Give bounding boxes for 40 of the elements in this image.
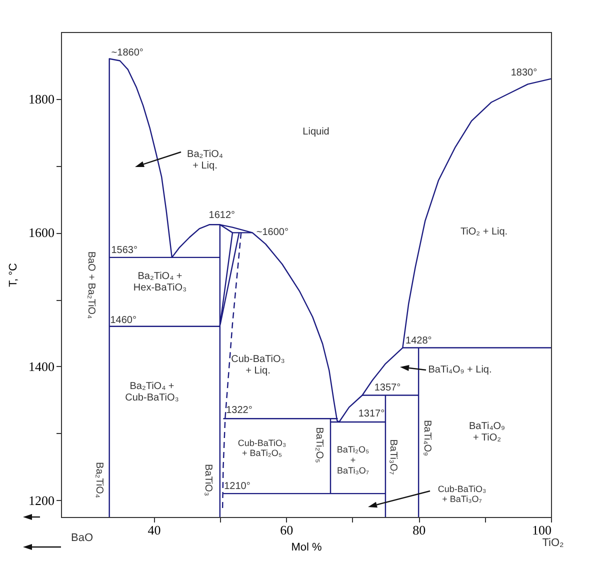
x-tick-label: 40 (148, 522, 161, 538)
annotation: BaTi₄O₉ (422, 420, 432, 456)
annotation: BaO + Ba₂TiO₄ (86, 251, 96, 319)
annotation: Cub-BaTiO₃ + BaTi₂O₅ (238, 438, 286, 458)
y-tick-label: 1800 (28, 91, 54, 106)
text: BaO (70, 532, 94, 544)
annotation: TiO₂ + Liq. (460, 226, 508, 238)
annotation: 1322° (226, 405, 252, 416)
annotation: 1428° (406, 335, 432, 346)
annotation: BaTiO₃ (202, 464, 214, 496)
annotation: ~1600° (256, 227, 288, 238)
x-tick-label: 60 (280, 522, 294, 538)
annotation: Ba₂TiO₄ + Liq. (187, 148, 223, 172)
y-tick-label: 1200 (28, 492, 54, 508)
annotation: 1830° (510, 67, 538, 78)
annotation: Cub-BaTiO₃ + Liq. (231, 354, 285, 376)
annotation: BaTi₂O₅ + BaTi₃O₇ (336, 444, 370, 476)
annotation: 1460° (110, 314, 136, 326)
x-tick-label: 80 (412, 522, 426, 538)
annotation: Cub-BaTiO₃ + BaTi₃O₇ (438, 484, 486, 504)
annotation: 1563° (111, 244, 138, 256)
annotation: Ba₂TiO₄ + Cub-BaTiO₃ (125, 380, 179, 404)
y-axis-title: T, °C (8, 262, 20, 287)
y-tick-label: 1400 (28, 358, 54, 374)
annotation: BaTi₄O₉ + TiO₂ (468, 420, 506, 444)
annotation: BaTi₂O₅ (314, 427, 324, 463)
annotation: Liquid (302, 126, 330, 138)
text: TiO₂ (542, 537, 564, 549)
annotation: 1357° (374, 382, 401, 394)
x-tick-label: 100 (532, 522, 552, 538)
annotation: BaTi₃O₇ (388, 439, 398, 476)
annotation: Ba₂TiO₄ (94, 462, 104, 498)
x-axis-title: Mol % (291, 542, 322, 554)
annotation: BaTi₄O₉ + Liq. (428, 364, 492, 376)
annotation: 1317° (358, 408, 385, 420)
annotation: 1210° (224, 481, 250, 492)
annotation: 1612° (208, 210, 236, 222)
y-tick-label: 1600 (28, 225, 54, 240)
annotation: ~1860° (111, 47, 144, 58)
annotation: Ba₂TiO₄ + Hex-BaTiO₃ (133, 270, 187, 294)
